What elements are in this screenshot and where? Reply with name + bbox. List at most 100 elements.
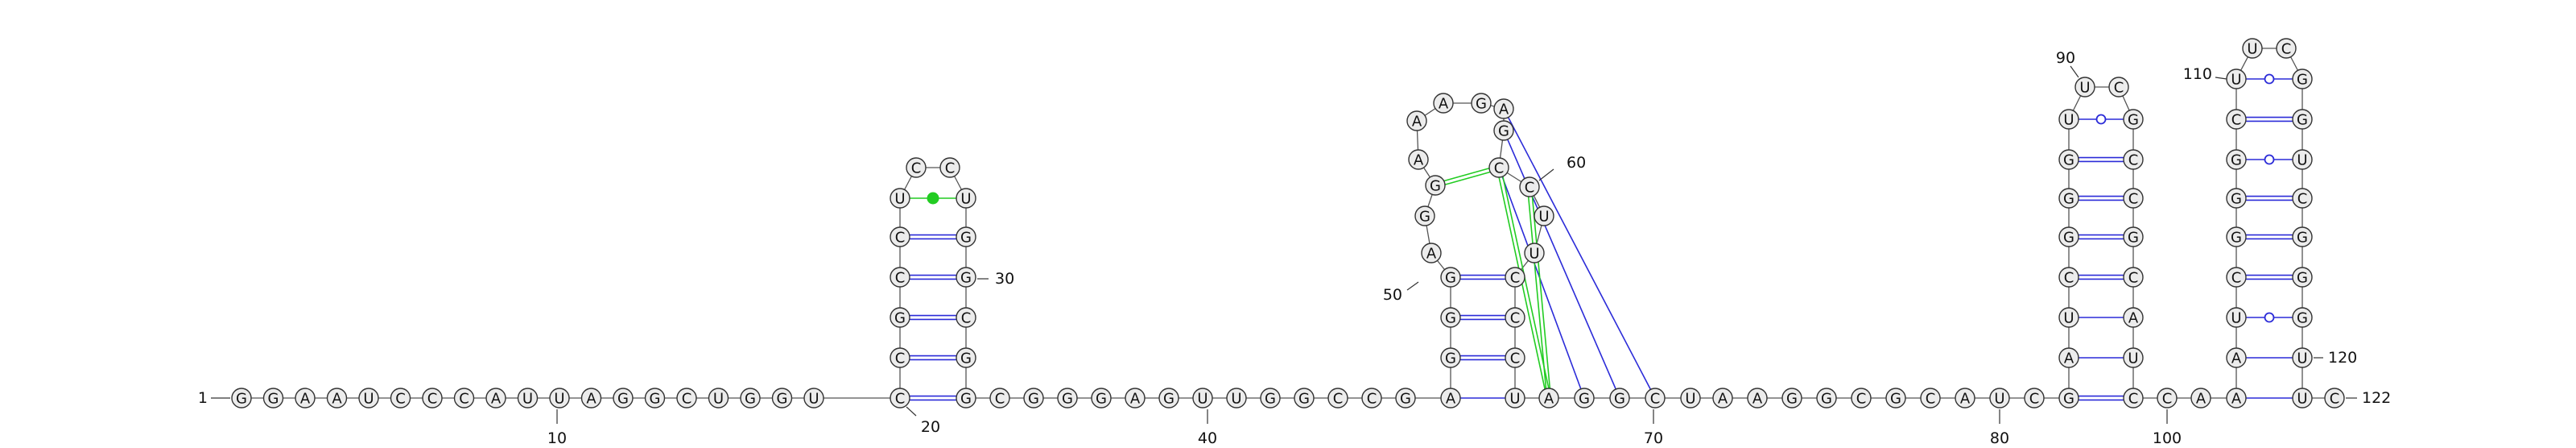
nucleotide-letter: G [960,230,972,247]
nucleotide-letter: U [2231,310,2241,327]
nucleotide-circle [390,388,411,409]
nucleotide-circle [1192,388,1213,409]
nucleotide: G [2292,226,2313,247]
position-label: 50 [1383,286,1402,304]
nucleotide: U [708,388,729,409]
nucleotide: U [2292,347,2313,368]
nucleotide-circle [2058,149,2079,170]
nucleotide-circle [1440,388,1461,409]
nucleotide: G [1440,347,1461,368]
nucleotide-letter: G [2063,391,2074,408]
nucleotide-letter: C [895,391,906,408]
nucleotide-letter: C [961,310,972,327]
nucleotide: G [1781,388,1802,409]
nucleotide-circle [1538,388,1559,409]
nucleotide-letter: A [2231,391,2242,408]
nucleotide: G [740,388,761,409]
nucleotide-circle [1816,388,1837,409]
nucleotide-letter: C [1510,270,1521,287]
nucleotide-letter: C [2128,391,2139,408]
nucleotide-circle [1395,388,1416,409]
nucleotide: G [2226,226,2247,247]
nucleotide: G [2058,388,2079,409]
nucleotide-circle [580,388,602,409]
nucleotide: G [2292,267,2313,288]
nucleotide: U [549,388,570,409]
nucleotide-circle [1421,243,1442,263]
nucleotide: U [2292,388,2313,409]
nucleotide-letter: A [1130,391,1141,408]
nucleotide: G [262,388,284,409]
nucleotide-circle [262,388,284,409]
position-label: 90 [2056,49,2075,67]
wobble-pair-marker [2264,73,2275,85]
nucleotide-letter: U [1197,391,1208,408]
nucleotide-circle [708,388,729,409]
nucleotide-circle [2226,149,2247,170]
nucleotide: A [2226,347,2247,368]
position-label: 60 [1567,154,1586,172]
nucleotide-circle [2292,149,2313,170]
nucleotide-letter: C [682,391,692,408]
position-tick [906,406,917,417]
nucleotide-circle [1534,205,1554,226]
nucleotide-circle [1471,93,1492,114]
nucleotide: A [1406,110,1427,131]
nucleotide: G [1440,307,1461,328]
nucleotide-circle [1440,267,1461,288]
position-label: 30 [995,270,1014,288]
nucleotide-circle [422,388,443,409]
nucleotide-circle [906,157,927,178]
nucleotide-circle [1781,388,1802,409]
nucleotide: C [2123,267,2144,288]
nucleotide: C [2226,109,2247,130]
nucleotide: C [2324,388,2345,409]
nucleotide-letter: U [2297,351,2307,367]
nucleotide-letter: G [2063,230,2074,247]
nucleotide-letter: G [745,391,756,408]
nucleotide: G [2226,188,2247,209]
nucleotide: G [956,226,976,247]
nucleotide-letter: A [300,391,311,408]
nucleotide: C [2226,267,2247,288]
nucleotide-circle [1433,93,1454,114]
nucleotide: U [1226,388,1247,409]
nucleotide: A [1712,388,1733,409]
nucleotide: A [2190,388,2211,409]
nucleotide-circle [2123,388,2144,409]
nucleotide-letter: C [895,270,906,287]
nucleotide-letter: C [2330,391,2340,408]
nucleotide: C [890,267,910,288]
nucleotide-letter: U [1509,391,1520,408]
nucleotide: G [1471,93,1492,114]
nucleotide-letter: U [808,391,819,408]
nucleotide-letter: C [1510,351,1521,367]
nucleotide-letter: U [2297,391,2307,408]
base-pair-layer [910,73,2293,401]
nucleotide: C [1327,388,1348,409]
nucleotide-circle [1294,388,1315,409]
nucleotide: U [2242,38,2263,59]
nucleotide-circle [956,388,976,409]
long-range-pair [1501,176,1582,390]
nucleotide: G [771,388,793,409]
nucleotide: C [2123,149,2144,170]
nucleotide-letter: C [1926,391,1936,408]
nucleotide: A [295,388,316,409]
nucleotide-circle [2292,267,2313,288]
position-label: 70 [1644,429,1663,447]
nucleotide: A [485,388,506,409]
nucleotide-circle [2292,109,2313,130]
nucleotide: A [2226,388,2247,409]
nucleotide: U [517,388,539,409]
nucleotide: G [956,388,976,409]
long-range-pair [1507,139,1616,390]
nucleotide: A [1538,388,1559,409]
long-range-pair [1502,176,1550,388]
nucleotide-circle [1361,388,1382,409]
nucleotide-circle [2058,226,2079,247]
nucleotide-circle [2226,388,2247,409]
nucleotide-circle [2058,109,2079,130]
nucleotide-circle [1488,157,1509,178]
position-tick-layer [211,65,2357,424]
